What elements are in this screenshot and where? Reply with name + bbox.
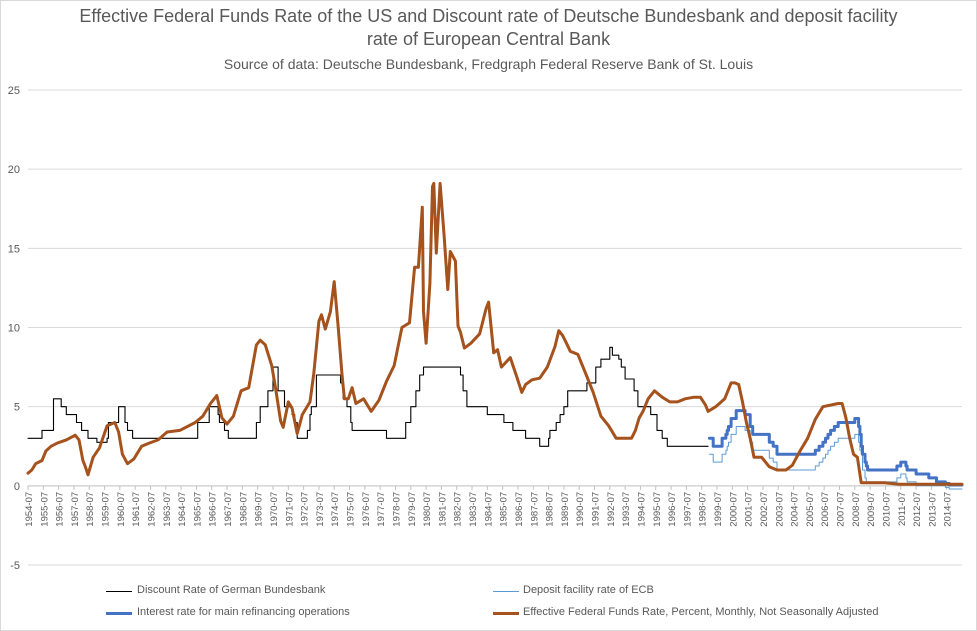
x-tick-label: 2013-07 [927, 492, 938, 527]
x-tick-label: 1989-07 [560, 492, 571, 527]
x-tick-label: 1956-07 [55, 492, 66, 527]
chart-title: Effective Federal Funds Rate of the US a… [79, 6, 898, 26]
x-tick-label: 2007-07 [836, 492, 847, 527]
legend-swatch-bundesbank [106, 591, 132, 592]
x-tick-label: 2011-07 [897, 492, 908, 526]
y-tick-label: 20 [8, 164, 20, 176]
series-line-bundesbank-discount-rate [27, 346, 709, 447]
x-tick-label: 1957-07 [70, 492, 81, 527]
legend-label-fed-funds: Effective Federal Funds Rate, Percent, M… [523, 606, 879, 618]
x-tick-label: 1985-07 [499, 492, 510, 527]
y-tick-label: 0 [14, 481, 20, 493]
series-line-ecb-refinancing-rate [707, 409, 964, 487]
x-tick-label: 1954-07 [24, 492, 35, 527]
x-tick-label: 1999-07 [713, 492, 724, 527]
x-tick-label: 1977-07 [376, 492, 387, 527]
legend-swatch-ecb-refinancing [106, 612, 132, 615]
x-tick-label: 2000-07 [728, 492, 739, 527]
x-tick-label: 1974-07 [330, 492, 341, 527]
x-tick-label: 2006-07 [820, 492, 831, 527]
x-tick-label: 1998-07 [698, 492, 709, 527]
x-tick-label: 1970-07 [269, 492, 280, 527]
x-tick-label: 1978-07 [391, 492, 402, 527]
x-tick-label: 2003-07 [774, 492, 785, 527]
x-tick-label: 1969-07 [254, 492, 265, 527]
x-tick-label: 2009-07 [866, 492, 877, 527]
x-tick-label: 1966-07 [208, 492, 219, 527]
x-tick-label: 1959-07 [101, 492, 112, 527]
x-tick-label: 1987-07 [529, 492, 540, 527]
legend-swatch-fed-funds [493, 612, 519, 615]
x-tick-label: 2004-07 [790, 492, 801, 527]
x-tick-label: 1958-07 [85, 492, 96, 527]
y-tick-label: 5 [14, 402, 20, 414]
x-tick-label: 1981-07 [437, 492, 448, 527]
legend-label-bundesbank: Discount Rate of German Bundesbank [137, 584, 326, 596]
x-tick-label: 1990-07 [575, 492, 586, 527]
x-tick-label: 1994-07 [636, 492, 647, 527]
series-line-ecb-deposit-rate [708, 426, 963, 490]
x-tick-label: 1983-07 [468, 492, 479, 527]
x-tick-label: 1979-07 [407, 492, 418, 527]
legend-label-ecb-refinancing: Interest rate for main refinancing opera… [137, 606, 350, 618]
x-tick-label: 1984-07 [483, 492, 494, 527]
x-tick-label: 2012-07 [912, 492, 923, 527]
x-tick-label: 1991-07 [591, 492, 602, 527]
y-tick-label: 10 [8, 323, 20, 335]
x-tick-label: 1988-07 [545, 492, 556, 527]
x-tick-label: 1993-07 [621, 492, 632, 527]
y-tick-label: -5 [10, 560, 20, 572]
x-tick-label: 1992-07 [606, 492, 617, 527]
x-tick-label: 1963-07 [162, 492, 173, 527]
x-tick-label: 1976-07 [361, 492, 372, 527]
legend-label-ecb-deposit: Deposit facility rate of ECB [523, 584, 654, 596]
x-tick-label: 2010-07 [881, 492, 892, 527]
x-tick-label: 1980-07 [422, 492, 433, 527]
x-tick-label: 1960-07 [116, 492, 127, 527]
x-tick-label: 1971-07 [284, 492, 295, 527]
x-tick-label: 2014-07 [943, 492, 954, 527]
y-tick-label: 25 [8, 85, 20, 97]
y-tick-label: 15 [8, 243, 20, 255]
chart-subtitle: Source of data: Deutsche Bundesbank, Fre… [223, 56, 754, 72]
x-tick-label: 1962-07 [146, 492, 157, 527]
x-tick-label: 2002-07 [759, 492, 770, 527]
x-tick-label: 1986-07 [514, 492, 525, 527]
x-tick-label: 2001-07 [744, 492, 755, 527]
x-tick-label: 2008-07 [851, 492, 862, 527]
x-tick-label: 1968-07 [238, 492, 249, 527]
x-tick-label: 1995-07 [652, 492, 663, 527]
x-tick-label: 1982-07 [453, 492, 464, 527]
x-tick-label: 1975-07 [346, 492, 357, 527]
x-tick-label: 1964-07 [177, 492, 188, 527]
legend-swatch-ecb-deposit [493, 591, 519, 592]
x-tick-label: 1967-07 [223, 492, 234, 527]
x-tick-label: 1996-07 [667, 492, 678, 527]
x-tick-label: 1997-07 [682, 492, 693, 527]
x-tick-label: 1972-07 [300, 492, 311, 527]
x-tick-label: 1955-07 [39, 492, 50, 527]
x-tick-label: 1973-07 [315, 492, 326, 527]
x-tick-label: 1965-07 [192, 492, 203, 527]
x-tick-label: 1961-07 [131, 492, 142, 527]
x-tick-label: 2005-07 [805, 492, 816, 527]
chart-title-line-2: rate of European Central Bank [366, 29, 611, 49]
series-line-effective-fed-funds-rate [26, 181, 964, 486]
